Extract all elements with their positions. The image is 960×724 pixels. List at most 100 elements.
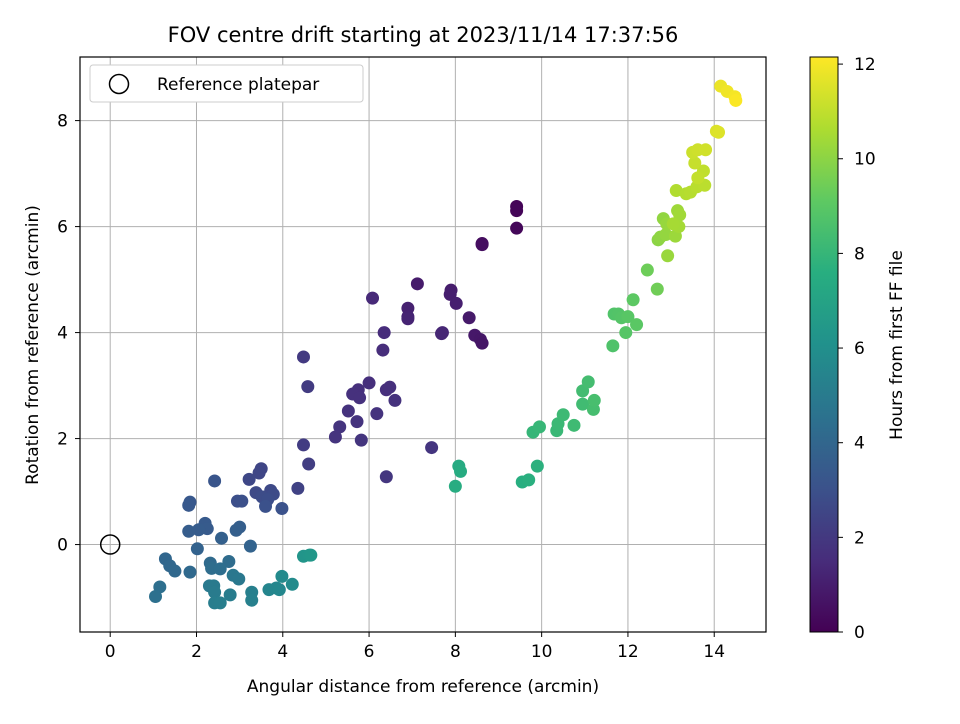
data-point — [168, 564, 182, 578]
data-point — [366, 291, 380, 305]
data-point — [621, 310, 635, 324]
x-axis-label: Angular distance from reference (arcmin) — [247, 677, 599, 697]
data-point — [208, 585, 222, 599]
data-point — [182, 498, 196, 512]
data-point — [650, 282, 664, 296]
data-point — [532, 420, 546, 434]
data-point — [510, 204, 524, 218]
legend-label-reference: Reference platepar — [157, 75, 319, 95]
data-point — [213, 596, 227, 610]
data-point — [353, 391, 367, 405]
data-point — [630, 318, 644, 332]
data-point — [606, 339, 620, 353]
data-point — [272, 583, 286, 597]
x-tick-label: 14 — [703, 642, 725, 662]
data-point — [556, 408, 570, 422]
data-point — [587, 393, 601, 407]
data-points — [99, 79, 743, 610]
data-point — [149, 589, 163, 603]
plot-frame — [79, 56, 767, 633]
colorbar-tick-label: 2 — [854, 528, 865, 548]
y-tick-label: 0 — [57, 536, 68, 556]
data-point — [183, 565, 197, 579]
data-point — [252, 466, 266, 480]
data-point — [243, 539, 257, 553]
data-point — [229, 523, 243, 537]
data-point — [576, 397, 590, 411]
data-point — [301, 380, 315, 394]
data-point — [699, 143, 713, 157]
y-axis-ticks: 0 2 4 6 8 — [57, 112, 80, 556]
y-tick-label: 4 — [57, 324, 68, 344]
data-point — [383, 380, 397, 394]
data-point — [245, 593, 259, 607]
data-point — [215, 531, 229, 545]
data-point — [379, 470, 393, 484]
data-point — [259, 499, 273, 513]
data-point — [192, 523, 206, 537]
legend-box — [89, 64, 364, 103]
data-point — [401, 312, 415, 326]
colorbar-label: Hours from first FF file — [887, 250, 907, 440]
data-point — [213, 562, 227, 576]
data-point — [410, 277, 424, 291]
data-point — [388, 393, 402, 407]
data-point — [712, 125, 726, 139]
data-point — [190, 542, 204, 556]
colorbar-tick-label: 4 — [854, 434, 865, 454]
y-tick-label: 2 — [57, 430, 68, 450]
colorbar: 0 2 4 6 8 10 12 Hours from first FF file — [809, 55, 907, 643]
data-point — [208, 474, 222, 488]
y-tick-label: 8 — [57, 112, 68, 132]
grid-lines — [80, 57, 766, 632]
data-point — [235, 494, 249, 508]
data-point — [619, 326, 633, 340]
colorbar-gradient — [809, 56, 839, 633]
data-point — [333, 420, 347, 434]
data-point — [581, 375, 595, 389]
data-point — [448, 479, 462, 493]
data-point — [454, 464, 468, 478]
data-point — [296, 350, 310, 364]
data-point — [304, 548, 318, 562]
x-tick-label: 10 — [531, 642, 553, 662]
colorbar-ticks: 0 2 4 6 8 10 12 — [838, 55, 876, 643]
data-point — [666, 217, 680, 231]
data-point — [729, 93, 743, 107]
data-point — [354, 433, 368, 447]
data-point — [567, 418, 581, 432]
data-point — [223, 588, 237, 602]
data-point — [691, 171, 705, 185]
data-point — [275, 569, 289, 583]
data-point — [362, 376, 376, 390]
data-point — [296, 438, 310, 452]
data-point — [673, 208, 687, 222]
data-point — [435, 327, 449, 341]
data-point — [302, 457, 316, 471]
data-point — [640, 263, 654, 277]
x-tick-label: 6 — [364, 642, 375, 662]
x-tick-label: 0 — [105, 642, 116, 662]
data-point — [510, 221, 524, 235]
data-point — [626, 293, 640, 307]
y-axis-label: Rotation from reference (arcmin) — [23, 205, 43, 485]
data-point — [341, 404, 355, 418]
x-tick-label: 8 — [450, 642, 461, 662]
data-point — [285, 577, 299, 591]
data-point — [522, 473, 536, 487]
data-point — [232, 572, 246, 586]
y-tick-label: 6 — [57, 218, 68, 238]
data-point — [291, 481, 305, 495]
data-point — [475, 238, 489, 252]
data-point — [222, 555, 236, 569]
x-axis-ticks: 0 2 4 6 8 10 12 14 — [105, 632, 725, 662]
data-point — [688, 156, 702, 170]
data-point — [475, 336, 489, 350]
data-point — [530, 459, 544, 473]
colorbar-tick-label: 8 — [854, 244, 865, 264]
legend-marker-reference — [108, 73, 130, 95]
data-point — [275, 502, 289, 516]
x-tick-label: 4 — [277, 642, 288, 662]
data-point — [242, 472, 256, 486]
